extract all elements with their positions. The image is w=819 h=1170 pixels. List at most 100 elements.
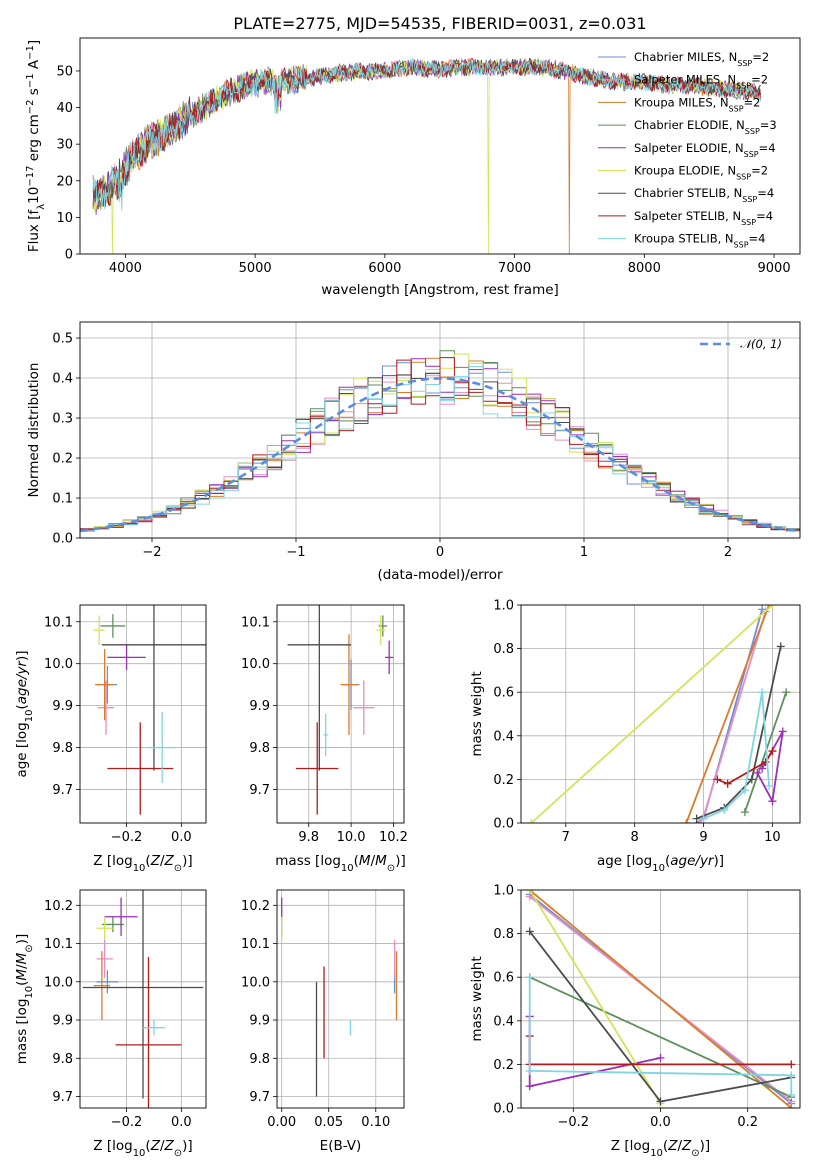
x-tick-label: 10: [764, 830, 781, 845]
plot-area: [287, 605, 394, 815]
y-tick-label: 0.3: [52, 412, 73, 427]
x-tick-label: 0.10: [361, 1115, 390, 1130]
errorbar-kroupa-miles: [95, 649, 115, 721]
x-tick-label: 2: [724, 545, 732, 560]
errorbar-chabrier-stelib: [287, 605, 352, 771]
x-tick-label: 1: [580, 545, 588, 560]
x-axis-label: Z [log10(Z/Z⊙)]: [611, 1138, 710, 1159]
series-marker: [525, 927, 534, 936]
errorbar-kroupa-stelib: [323, 714, 328, 756]
massweight-line-salpeter-stelib: [713, 747, 777, 788]
y-tick-label: 10.0: [241, 975, 270, 990]
series-marker: [525, 973, 534, 982]
y-tick-label: 9.9: [52, 1014, 73, 1029]
series-marker: [787, 1060, 796, 1069]
legend-entry: Kroupa STELIB, NSSP=4: [634, 232, 765, 250]
y-tick-label: 0.4: [493, 729, 514, 744]
x-tick-label: 0.00: [267, 1115, 296, 1130]
errorbar-salpeter-stelib: [296, 722, 339, 815]
y-tick-label: 0.6: [493, 686, 514, 701]
x-tick-label: 0.2: [737, 1115, 758, 1130]
x-tick-label: −0.2: [111, 830, 143, 845]
axes-frame: [79, 321, 801, 539]
panel-residuals: −2 −1 0 1 2 0.0 0.1 0.2 0.3 0.4 0.5 𝒩(0, 1) (data-mo…: [26, 321, 801, 583]
legend-entry: Chabrier STELIB, NSSP=4: [634, 186, 774, 204]
plot-area: [281, 897, 398, 1097]
x-tick-label: 6000: [368, 261, 401, 276]
errorbar-chabrier-miles: [96, 970, 119, 994]
y-tick-label: 10.1: [44, 615, 73, 630]
y-tick-label: 10.1: [241, 937, 270, 952]
y-tick-label: 40: [56, 101, 73, 116]
y-tick-label: 10: [56, 211, 73, 226]
x-tick-label: −0.2: [111, 1115, 143, 1130]
panel-age-vs-Z: −0.2 0.0 9.7 9.8 9.9 10.0 10.1 Z [log10(Z/Z⊙)] a…: [14, 604, 207, 874]
spectrum-line-kroupa-stelib: [92, 56, 762, 211]
series-marker: [753, 768, 762, 777]
y-axis-label: mass [log10(M/M⊙)]: [14, 934, 35, 1064]
legend-entry: Salpeter ELODIE, NSSP=4: [634, 141, 776, 159]
y-tick-label: 9.7: [52, 783, 73, 798]
massweight-line-kroupa-elodie: [527, 605, 777, 823]
errorbar-kroupa-stelib: [148, 711, 176, 784]
errorbar-salpeter-elodie: [384, 640, 394, 675]
x-axis-label: age [log10(age/yr)]: [597, 853, 724, 874]
series-marker: [740, 808, 749, 817]
legend-entry: 𝒩(0, 1): [740, 337, 782, 351]
series-marker: [656, 1053, 665, 1062]
y-axis-label: mass weight: [469, 671, 485, 756]
y-tick-label: 10.0: [241, 657, 270, 672]
y-tick-label: 10.1: [241, 615, 270, 630]
y-axis-label: Normed distribution: [26, 363, 42, 498]
series-marker: [740, 786, 749, 795]
y-tick-label: 9.9: [249, 699, 270, 714]
y-tick-label: 0.4: [493, 1014, 514, 1029]
series-marker: [758, 688, 767, 697]
y-tick-label: 0.8: [493, 927, 514, 942]
series-line: [530, 605, 774, 823]
y-tick-label: 9.9: [52, 699, 73, 714]
series-marker: [525, 890, 534, 894]
errorbar-kroupa-miles: [340, 634, 358, 735]
series-marker: [692, 814, 701, 823]
plot-area: [82, 890, 204, 1108]
errorbar-chabrier-stelib: [82, 890, 204, 1099]
y-axis-label: mass weight: [469, 956, 485, 1041]
series-marker: [768, 797, 777, 806]
x-tick-label: 0: [436, 545, 444, 560]
series-marker: [682, 819, 691, 823]
errorbar-chabrier-elodie: [100, 614, 126, 638]
errorbar-salpeter-miles: [353, 680, 375, 735]
series-marker: [747, 775, 756, 784]
y-tick-label: 0.6: [493, 971, 514, 986]
errorbar-chabrier-stelib: [101, 605, 206, 771]
y-tick-label: 0.1: [52, 492, 73, 507]
y-tick-label: 10.2: [44, 899, 73, 914]
x-axis-label: Z [log10(Z/Z⊙)]: [93, 1138, 192, 1159]
y-tick-label: 0.8: [493, 642, 514, 657]
x-tick-label: 9.8: [298, 830, 319, 845]
y-tick-label: 0.0: [52, 532, 73, 547]
y-tick-label: 9.7: [249, 783, 270, 798]
series-marker: [525, 1066, 534, 1075]
x-tick-label: 5000: [239, 261, 272, 276]
series-marker: [699, 814, 708, 823]
plot-area: [527, 605, 791, 823]
series-marker: [782, 688, 791, 697]
y-tick-label: 10.1: [44, 937, 73, 952]
series-line: [529, 890, 792, 1108]
errorbar-salpeter-miles: [97, 680, 115, 735]
x-tick-label: 0.05: [314, 1115, 343, 1130]
panel-mass-vs-EBV: 0.00 0.05 0.10 9.7 9.8 9.9 10.0 10.1 10.2 E(B-V): [241, 889, 405, 1154]
series-marker: [787, 1071, 796, 1080]
plot-area: [525, 890, 796, 1108]
series-line: [699, 611, 767, 823]
errorbar-salpeter-miles: [96, 939, 113, 978]
legend-entry: Kroupa MILES, NSSP=2: [634, 95, 760, 113]
x-axis-label: mass [log10(M/M⊙)]: [275, 853, 405, 874]
series-line: [529, 976, 792, 1098]
errorbar-salpeter-stelib: [107, 722, 174, 815]
x-tick-label: −1: [286, 545, 305, 560]
x-axis-label: (data-model)/error: [377, 567, 503, 583]
y-tick-label: 0: [65, 248, 73, 263]
